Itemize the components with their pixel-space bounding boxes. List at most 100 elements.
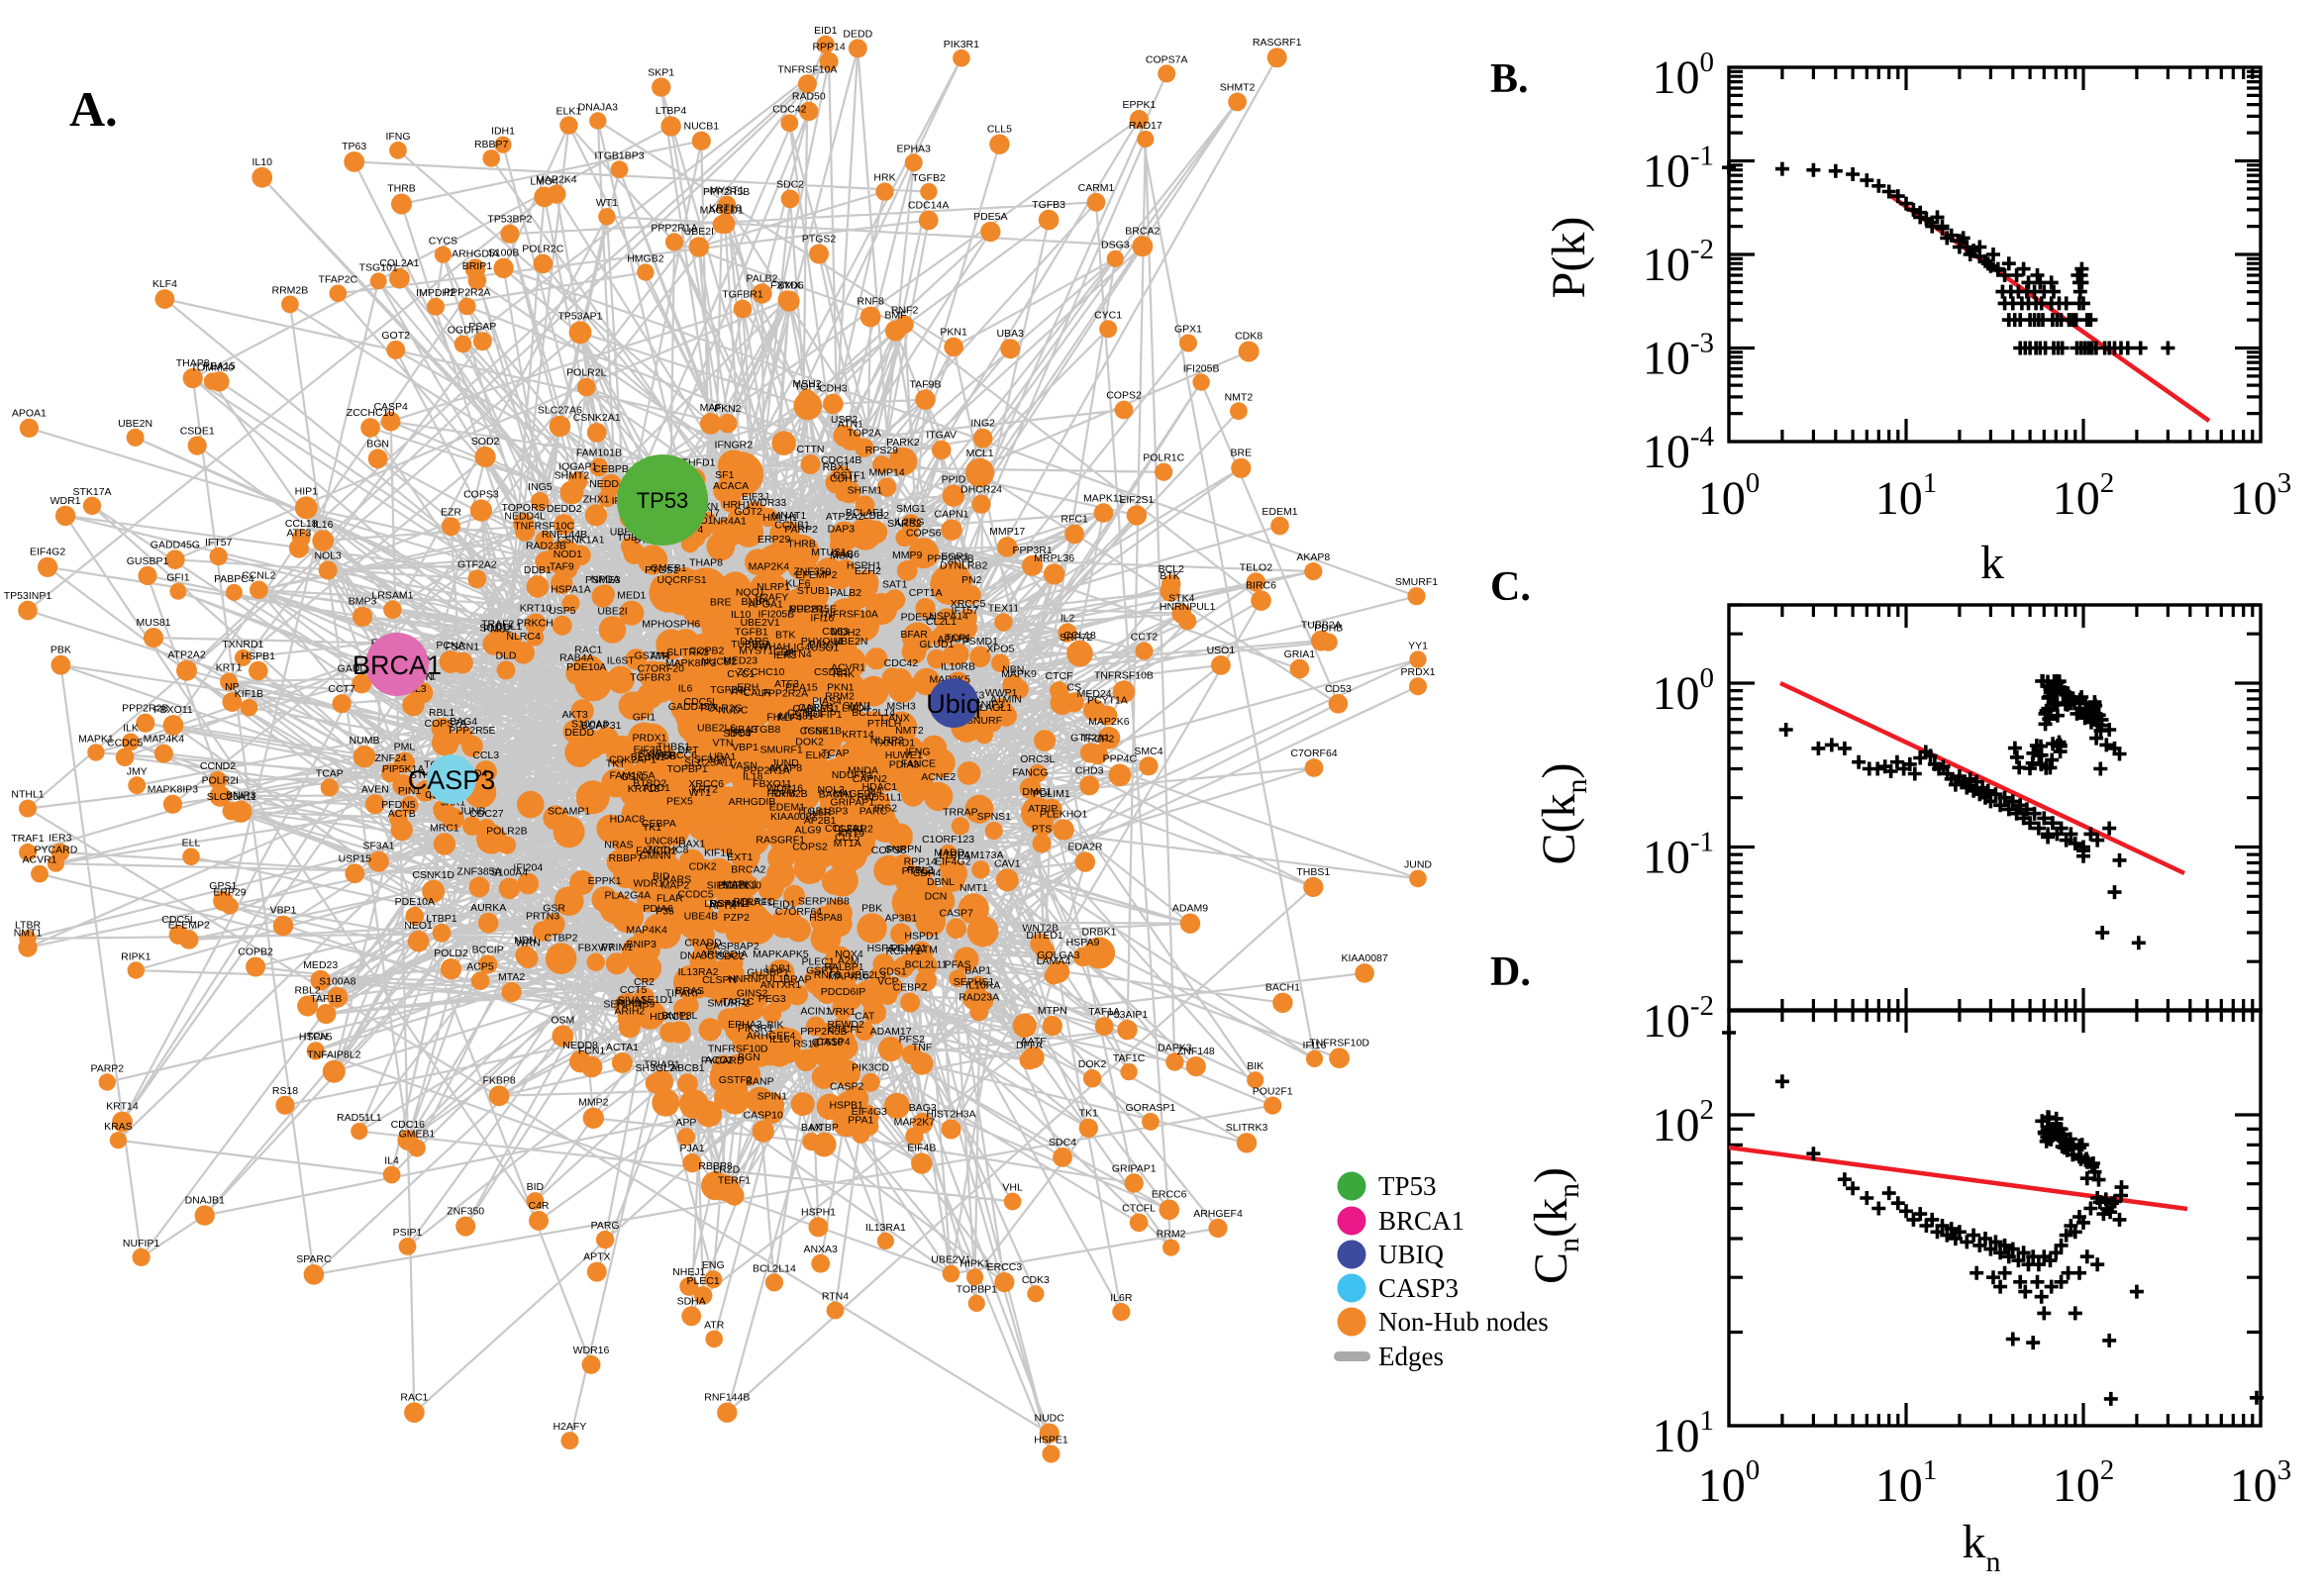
svg-text:PZP2: PZP2: [724, 912, 750, 924]
svg-text:BAG4: BAG4: [450, 716, 477, 728]
svg-text:ATP2A2: ATP2A2: [826, 511, 863, 523]
svg-text:KIF1B: KIF1B: [235, 688, 263, 700]
svg-text:D.: D.: [1490, 949, 1531, 995]
svg-text:PSAP: PSAP: [468, 321, 496, 333]
svg-text:CSNK1D: CSNK1D: [412, 869, 454, 881]
svg-text:HDAC1: HDAC1: [862, 781, 898, 793]
svg-text:ARHGDIB: ARHGDIB: [729, 796, 776, 808]
svg-text:DEDD: DEDD: [843, 28, 872, 40]
svg-text:GPX1: GPX1: [1174, 324, 1202, 336]
svg-text:SERPINB8: SERPINB8: [798, 895, 850, 907]
svg-text:IFI16: IFI16: [1303, 1040, 1327, 1051]
svg-text:SLITRK3: SLITRK3: [666, 647, 709, 658]
svg-text:THBS1: THBS1: [656, 742, 690, 753]
svg-text:MAPK1: MAPK1: [78, 733, 114, 745]
svg-text:SHFM1: SHFM1: [848, 485, 883, 497]
svg-text:ORC3L: ORC3L: [1020, 753, 1055, 765]
svg-text:HNRNPUL1: HNRNPUL1: [1160, 601, 1216, 613]
svg-text:CCT5: CCT5: [620, 984, 648, 996]
svg-text:SF3A1: SF3A1: [694, 754, 726, 766]
svg-text:BIK: BIK: [767, 1019, 784, 1031]
svg-text:FH: FH: [766, 711, 780, 723]
svg-text:TAF1B: TAF1B: [310, 993, 342, 1005]
svg-text:GRIPAP1: GRIPAP1: [830, 796, 874, 808]
svg-text:ILK: ILK: [123, 723, 139, 735]
svg-text:CSNK2A1: CSNK2A1: [573, 412, 621, 424]
svg-text:BTK: BTK: [775, 630, 795, 642]
svg-text:RALBP1: RALBP1: [824, 961, 863, 973]
svg-text:FAM175A: FAM175A: [609, 769, 655, 781]
svg-text:MAPK8IP3: MAPK8IP3: [665, 657, 717, 669]
svg-text:ITGAV: ITGAV: [926, 430, 957, 442]
svg-text:TP53: TP53: [1378, 1171, 1437, 1201]
svg-text:GUSBP1: GUSBP1: [747, 966, 789, 978]
svg-text:PTGS2: PTGS2: [645, 564, 679, 576]
svg-text:PPP2R2A: PPP2R2A: [444, 287, 490, 299]
svg-text:BNIP3: BNIP3: [627, 939, 657, 950]
svg-text:AATF: AATF: [1021, 1036, 1047, 1047]
svg-text:PIK3R1: PIK3R1: [738, 1023, 773, 1035]
svg-text:SMC4: SMC4: [1134, 746, 1162, 757]
svg-text:UBE2I: UBE2I: [597, 605, 627, 617]
svg-text:GOT2: GOT2: [381, 330, 410, 342]
svg-text:LDB2: LDB2: [863, 510, 889, 522]
svg-text:CCL18: CCL18: [285, 518, 318, 530]
svg-text:SCAMP1: SCAMP1: [548, 805, 590, 817]
svg-text:ERH: ERH: [737, 681, 758, 693]
svg-text:GSR: GSR: [543, 903, 565, 915]
svg-text:CASP3: CASP3: [1378, 1273, 1459, 1303]
svg-text:WNT2B: WNT2B: [1022, 923, 1059, 935]
svg-text:POLR2C: POLR2C: [522, 244, 563, 255]
svg-text:CLSPN: CLSPN: [702, 974, 737, 986]
svg-text:DITED1: DITED1: [1026, 930, 1063, 942]
svg-text:CLL5: CLL5: [835, 832, 859, 844]
svg-text:PTGS2: PTGS2: [802, 234, 837, 246]
svg-text:UBE2L6: UBE2L6: [697, 723, 736, 735]
svg-text:KRT1: KRT1: [216, 662, 243, 674]
svg-text:NEDD4L: NEDD4L: [504, 511, 546, 523]
svg-text:UQCRFS1: UQCRFS1: [657, 574, 707, 586]
svg-text:SARS2: SARS2: [887, 518, 922, 530]
svg-text:ING2: ING2: [970, 418, 995, 430]
svg-text:COPS2: COPS2: [792, 842, 828, 853]
svg-text:TGFB3: TGFB3: [710, 684, 744, 696]
svg-text:EZR: EZR: [441, 506, 461, 518]
svg-text:EDEM1: EDEM1: [1262, 506, 1297, 518]
svg-text:APOA1: APOA1: [12, 408, 47, 420]
svg-text:IER3: IER3: [773, 649, 797, 661]
svg-text:PSMD1: PSMD1: [962, 636, 998, 648]
svg-text:P53AIP1: P53AIP1: [1107, 1009, 1149, 1021]
svg-text:DARS: DARS: [740, 636, 768, 648]
svg-text:IRS2: IRS2: [874, 802, 898, 814]
svg-text:PYCARD: PYCARD: [701, 1054, 745, 1066]
svg-text:IL10RB: IL10RB: [941, 660, 975, 672]
svg-text:MYST1: MYST1: [739, 646, 773, 657]
svg-text:PLAGL1: PLAGL1: [972, 702, 1012, 714]
svg-text:S100A8: S100A8: [319, 976, 356, 988]
svg-text:DAPK3: DAPK3: [1158, 1042, 1192, 1053]
svg-text:DNAJB1: DNAJB1: [185, 1194, 225, 1206]
svg-text:THAP8: THAP8: [176, 357, 210, 369]
svg-text:GSN: GSN: [621, 771, 644, 783]
svg-text:CL2L1: CL2L1: [926, 616, 957, 628]
svg-text:FCN1: FCN1: [578, 1046, 606, 1057]
svg-text:PARG: PARG: [591, 1220, 620, 1232]
svg-text:CASP10: CASP10: [744, 1110, 783, 1122]
svg-text:JUNB: JUNB: [458, 806, 485, 818]
svg-text:RIPK1: RIPK1: [121, 950, 152, 962]
svg-text:HSPA14: HSPA14: [929, 610, 968, 622]
svg-text:MPHOSPH6: MPHOSPH6: [642, 618, 700, 630]
svg-text:NMT1: NMT1: [14, 928, 43, 940]
svg-text:PTTG1: PTTG1: [902, 865, 936, 877]
svg-text:KIAA0087: KIAA0087: [770, 811, 817, 823]
svg-text:IL6: IL6: [678, 682, 693, 694]
svg-text:SE1D1: SE1D1: [641, 994, 673, 1006]
svg-text:PALB2: PALB2: [830, 587, 861, 599]
svg-text:GOLGA3: GOLGA3: [1037, 949, 1079, 961]
svg-text:GAB6: GAB6: [832, 549, 859, 560]
svg-text:BRIP1: BRIP1: [462, 260, 493, 272]
svg-text:THBS1: THBS1: [1296, 866, 1330, 878]
svg-text:ERCC3: ERCC3: [987, 1261, 1023, 1273]
svg-text:WDR16: WDR16: [573, 1345, 610, 1356]
svg-text:ZNF385A: ZNF385A: [457, 865, 502, 877]
